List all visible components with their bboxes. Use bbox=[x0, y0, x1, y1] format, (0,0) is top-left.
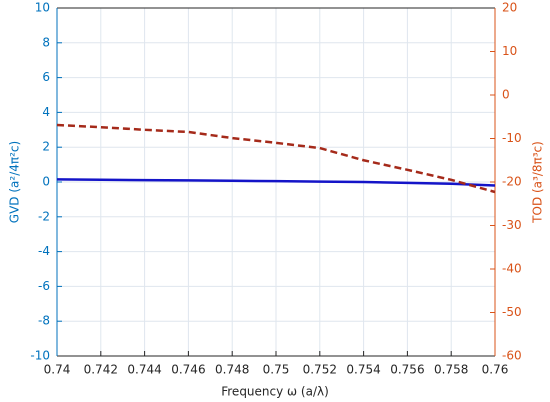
y-tick-label: -8 bbox=[38, 314, 50, 328]
y-tick-label: -6 bbox=[38, 279, 50, 293]
y-tick-label: -10 bbox=[30, 349, 50, 363]
data-line bbox=[56, 178, 496, 187]
y-tick-label: 6 bbox=[42, 70, 50, 84]
y2-tick-label: 10 bbox=[502, 44, 517, 58]
x-tick-label: 0.752 bbox=[303, 363, 337, 377]
y2-tick-label: 0 bbox=[502, 88, 510, 102]
y2-tick-label: -30 bbox=[502, 218, 522, 232]
x-tick-label: 0.758 bbox=[434, 363, 468, 377]
x-tick-label: 0.756 bbox=[390, 363, 424, 377]
y-tick-label: 2 bbox=[42, 140, 50, 154]
x-axis-label: Frequency ω (a/λ) bbox=[221, 385, 329, 399]
data-line bbox=[56, 123, 496, 194]
y2-tick-label: -50 bbox=[502, 305, 522, 319]
x-tick-label: 0.76 bbox=[482, 363, 509, 377]
y-tick-label: -2 bbox=[38, 209, 50, 223]
y2-tick-label: -40 bbox=[502, 262, 522, 276]
x-tick-label: 0.744 bbox=[127, 363, 161, 377]
x-tick-label: 0.754 bbox=[346, 363, 380, 377]
y2-axis-label: TOD (a³/8π³c) bbox=[531, 141, 545, 224]
x-tick-label: 0.742 bbox=[84, 363, 118, 377]
y2-tick-label: -10 bbox=[502, 131, 522, 145]
y-axis-label: GVD (a²/4π²c) bbox=[8, 141, 22, 223]
y-tick-label: -4 bbox=[38, 244, 50, 258]
y2-tick-label: -20 bbox=[502, 175, 522, 189]
y-tick-label: 8 bbox=[42, 35, 50, 49]
y-tick-label: 0 bbox=[42, 175, 50, 189]
y2-tick-label: -60 bbox=[502, 349, 522, 363]
y-tick-label: 4 bbox=[42, 105, 50, 119]
x-tick-label: 0.746 bbox=[171, 363, 205, 377]
y2-tick-label: 20 bbox=[502, 1, 517, 15]
x-tick-label: 0.75 bbox=[263, 363, 290, 377]
x-tick-label: 0.748 bbox=[215, 363, 249, 377]
y-tick-label: 10 bbox=[35, 1, 50, 15]
x-tick-label: 0.74 bbox=[44, 363, 71, 377]
